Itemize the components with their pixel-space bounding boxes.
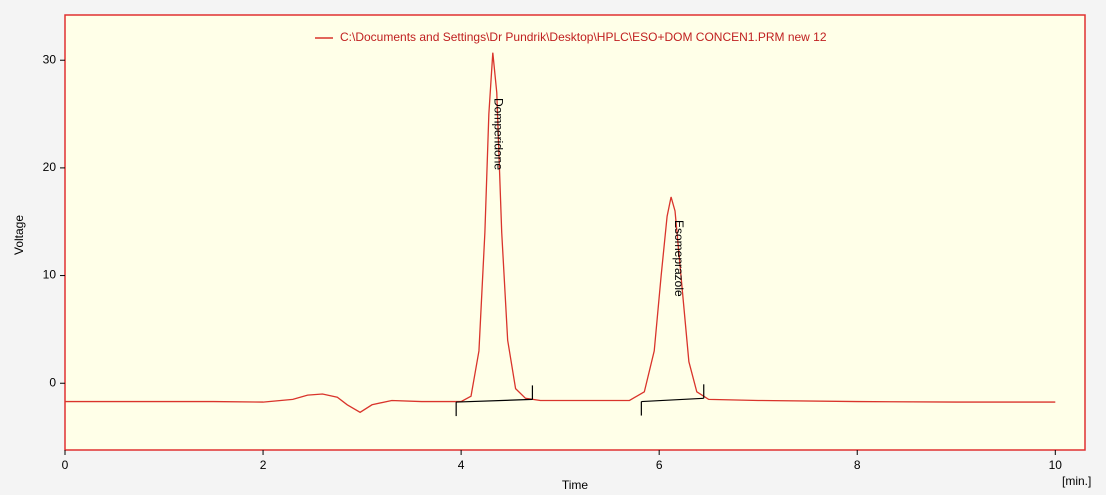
y-tick-label: 0: [49, 375, 56, 389]
x-tick-label: 0: [62, 458, 69, 472]
y-tick-label: 30: [43, 52, 57, 66]
y-axis-label: Voltage: [12, 215, 26, 255]
x-tick-label: 2: [260, 458, 267, 472]
y-tick-label: 10: [43, 268, 57, 282]
integration-baseline: [456, 398, 533, 403]
trace-line: [65, 52, 1056, 414]
legend-label: C:\Documents and Settings\Dr Pundrik\Des…: [340, 30, 827, 44]
x-tick-label: 8: [854, 458, 861, 472]
x-tick-label: 6: [656, 458, 663, 472]
x-tick-label: 10: [1049, 458, 1063, 472]
integration-baseline: [641, 397, 704, 403]
plot-area: [64, 14, 1086, 451]
x-axis-label: Time: [562, 478, 589, 492]
peak-label: Domperidone: [492, 98, 506, 170]
x-tick-label: 4: [458, 458, 465, 472]
y-tick-label: 20: [43, 160, 57, 174]
peak-label: Esomeprazole: [672, 220, 686, 297]
x-axis-unit: [min.]: [1062, 474, 1091, 488]
